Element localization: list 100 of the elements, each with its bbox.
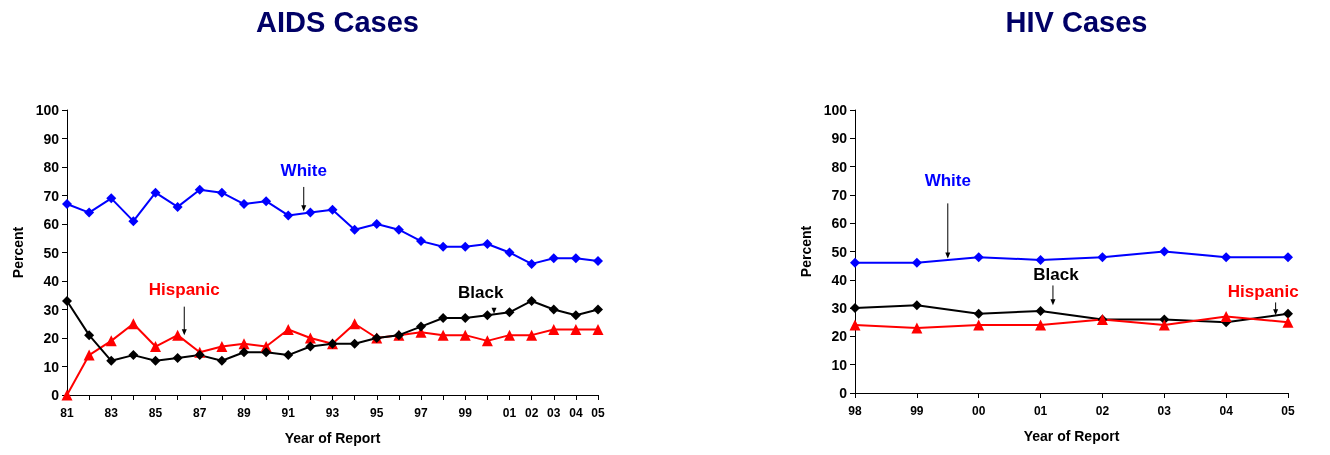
point — [504, 307, 515, 318]
point — [216, 187, 227, 198]
x-tick-label: 89 — [237, 406, 251, 420]
point — [526, 258, 537, 269]
point — [127, 318, 139, 330]
y-tick-label: 100 — [823, 102, 848, 118]
x-tick-label: 97 — [414, 406, 428, 420]
point — [593, 256, 603, 267]
point — [482, 238, 493, 249]
point — [106, 193, 117, 204]
point — [1158, 319, 1170, 331]
point — [83, 349, 95, 361]
point — [482, 310, 493, 321]
point — [84, 330, 95, 341]
y-tick-label: 50 — [43, 244, 60, 261]
point — [438, 241, 449, 252]
point — [481, 335, 493, 347]
point — [1283, 252, 1293, 263]
y-tick-label: 20 — [831, 328, 848, 345]
point — [504, 329, 515, 341]
x-tick-label: 01 — [502, 406, 517, 420]
point — [570, 253, 581, 264]
point — [526, 295, 537, 306]
point — [548, 304, 559, 315]
point — [973, 308, 984, 319]
point — [194, 184, 205, 195]
x-tick-label: 81 — [60, 406, 74, 420]
series-label: White — [280, 160, 327, 180]
x-tick-label: 99 — [910, 404, 924, 418]
series-label: Hispanic — [148, 280, 220, 300]
y-tick-label: 40 — [43, 273, 60, 289]
point — [973, 252, 984, 263]
x-tick-label: 03 — [547, 406, 561, 420]
y-tick-label: 40 — [831, 271, 848, 288]
series-label: Black — [458, 283, 504, 303]
y-tick-label: 10 — [831, 356, 848, 373]
point — [238, 338, 250, 350]
point — [194, 350, 205, 361]
point — [850, 257, 860, 268]
point — [570, 323, 582, 335]
text: White — [924, 171, 971, 191]
point — [459, 329, 471, 341]
point — [349, 224, 360, 235]
point — [1035, 305, 1046, 316]
point — [371, 219, 382, 229]
x-tick-label: 01 — [1033, 404, 1048, 418]
point — [150, 341, 161, 353]
point — [393, 224, 404, 235]
y-tick-label: 50 — [831, 243, 848, 260]
series-label: Hispanic — [1227, 281, 1299, 301]
point — [128, 216, 139, 227]
x-tick-label: 02 — [1095, 404, 1110, 418]
x-tick-label: 03 — [1157, 404, 1172, 418]
point — [416, 236, 426, 247]
point — [1035, 319, 1047, 331]
point — [106, 355, 117, 366]
point — [172, 329, 184, 341]
y-tick-label: 90 — [43, 130, 60, 147]
y-tick-label: 90 — [831, 130, 848, 147]
point — [1221, 252, 1232, 263]
y-tick-label: 100 — [35, 102, 60, 118]
point — [504, 247, 515, 258]
point — [283, 350, 294, 361]
point — [1097, 252, 1108, 263]
point — [62, 199, 72, 210]
point — [911, 257, 922, 268]
point — [592, 323, 604, 335]
point — [526, 329, 538, 341]
x-tick-label: 04 — [569, 406, 583, 420]
x-tick-label: 05 — [1281, 404, 1295, 418]
x-tick-label: 83 — [104, 406, 119, 420]
x-tick-label: 93 — [325, 406, 340, 420]
point — [911, 322, 923, 334]
y-tick-label: 0 — [51, 387, 60, 403]
x-tick-label: 87 — [193, 406, 207, 420]
point — [62, 295, 72, 306]
point — [239, 347, 249, 358]
point — [349, 318, 361, 330]
x-tick-label: 99 — [458, 406, 473, 420]
point — [349, 338, 360, 349]
point — [261, 347, 272, 358]
y-tick-label: 70 — [831, 186, 848, 203]
point — [1159, 246, 1170, 257]
y-tick-label: 70 — [43, 187, 60, 204]
y-tick-label: 30 — [831, 300, 848, 317]
y-tick-label: 80 — [831, 158, 848, 175]
x-tick-label: 91 — [281, 406, 296, 420]
y-tick-label: 60 — [43, 216, 60, 232]
point — [460, 313, 471, 324]
x-axis-title: Year of Report — [1023, 428, 1120, 444]
point — [1282, 316, 1294, 328]
point — [239, 199, 249, 210]
y-tick-label: 10 — [43, 358, 60, 375]
point — [304, 332, 316, 344]
y-tick-label: 20 — [43, 330, 60, 346]
point — [593, 304, 603, 315]
y-axis-title: Percent — [9, 226, 26, 279]
point — [216, 355, 227, 366]
point — [973, 319, 985, 331]
point — [61, 389, 73, 401]
